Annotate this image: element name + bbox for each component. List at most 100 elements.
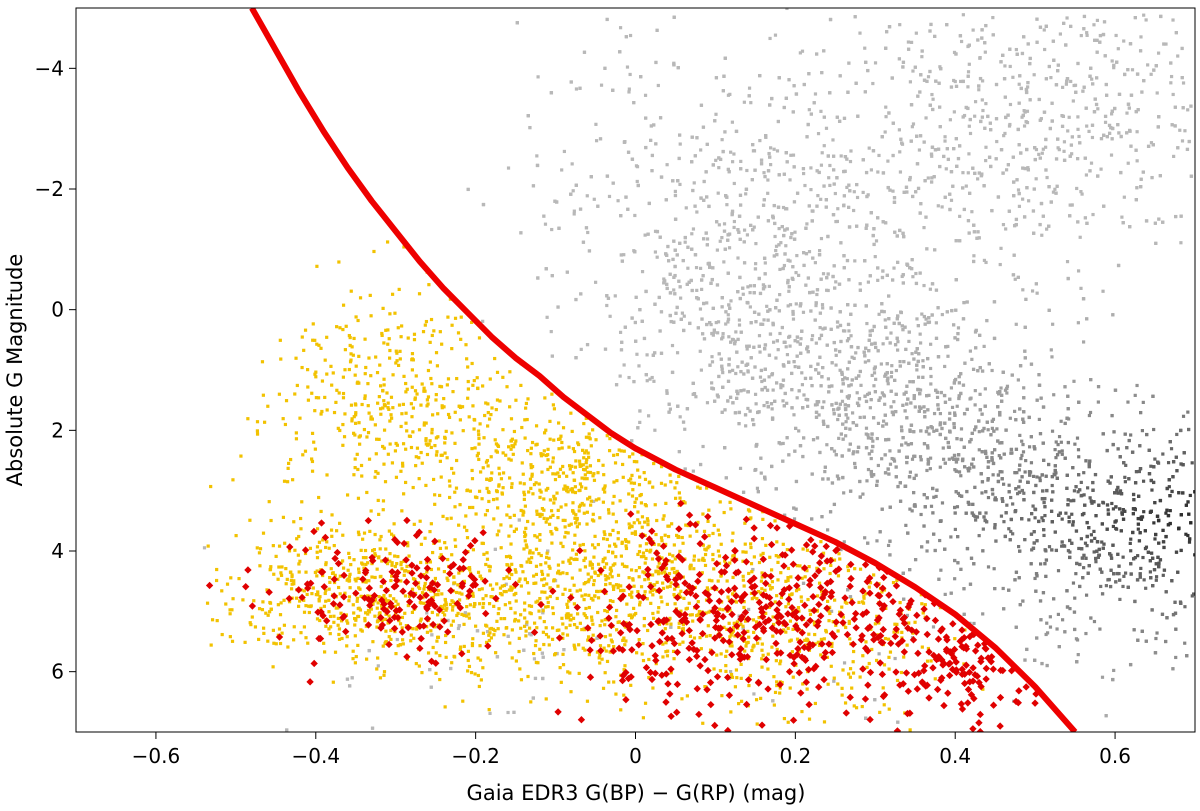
data-point <box>1075 436 1080 440</box>
data-point <box>1095 18 1100 22</box>
data-point <box>743 413 748 417</box>
data-point <box>1019 456 1023 461</box>
data-point <box>739 167 743 171</box>
data-point <box>1093 472 1098 477</box>
data-point <box>982 184 986 188</box>
data-point <box>1034 572 1039 576</box>
data-point <box>747 344 751 348</box>
data-point <box>1112 668 1116 673</box>
data-point <box>1020 115 1024 119</box>
data-point <box>940 205 944 209</box>
data-point <box>1015 178 1019 182</box>
data-point <box>664 198 668 202</box>
data-point <box>825 288 829 292</box>
data-point <box>781 459 785 463</box>
data-point <box>943 135 947 139</box>
data-point <box>1070 541 1074 545</box>
data-point <box>1042 458 1046 462</box>
data-point <box>727 357 731 361</box>
data-point <box>1013 409 1017 413</box>
data-point <box>1092 550 1096 554</box>
data-point <box>693 204 697 208</box>
data-point <box>983 404 987 408</box>
data-point <box>876 278 880 282</box>
data-point <box>930 176 934 180</box>
data-point <box>793 230 797 234</box>
data-point <box>744 187 749 191</box>
data-point <box>550 227 554 232</box>
data-point <box>1188 537 1192 541</box>
data-point <box>805 398 810 402</box>
data-point <box>1041 489 1045 493</box>
data-point <box>1026 85 1030 89</box>
data-point <box>630 157 635 161</box>
data-point <box>994 539 998 543</box>
data-point <box>807 250 812 254</box>
data-point <box>910 352 914 356</box>
data-point <box>963 361 967 365</box>
data-point <box>894 409 898 414</box>
data-point <box>901 65 905 69</box>
data-point <box>693 154 697 158</box>
data-point <box>912 430 916 434</box>
data-point <box>850 411 855 415</box>
data-point <box>803 376 808 381</box>
data-point <box>1180 76 1184 80</box>
data-point <box>714 320 718 325</box>
data-point <box>987 155 992 159</box>
data-point <box>954 490 958 494</box>
data-point <box>902 190 906 195</box>
data-point <box>1059 440 1063 444</box>
data-point <box>914 31 918 35</box>
data-point <box>639 75 643 79</box>
data-point <box>1070 203 1074 207</box>
data-point <box>1073 596 1077 600</box>
data-point <box>670 343 675 348</box>
data-point <box>1100 522 1105 526</box>
data-point <box>822 115 826 119</box>
data-point <box>846 367 850 371</box>
data-point <box>1000 477 1004 481</box>
data-point <box>1089 161 1094 165</box>
data-point <box>1144 586 1148 590</box>
data-point <box>967 62 971 66</box>
data-point <box>1098 627 1102 631</box>
data-point <box>1051 322 1055 326</box>
data-point <box>1017 82 1021 86</box>
data-point <box>1180 46 1184 51</box>
data-point <box>1072 83 1076 88</box>
data-point <box>888 553 892 557</box>
data-point <box>1032 530 1036 534</box>
data-point <box>541 655 545 659</box>
data-point <box>952 146 956 151</box>
data-point <box>778 267 782 272</box>
data-point <box>883 471 888 475</box>
data-point <box>716 191 720 195</box>
data-point <box>759 162 764 166</box>
data-point <box>876 421 881 425</box>
data-point <box>970 431 974 435</box>
data-point <box>1054 548 1059 553</box>
data-point <box>749 101 753 105</box>
data-point <box>961 115 965 119</box>
data-point <box>1021 417 1025 421</box>
data-point <box>699 368 703 372</box>
data-point <box>1148 559 1152 563</box>
data-point <box>772 254 776 258</box>
data-point <box>696 297 700 301</box>
data-point <box>1128 662 1133 667</box>
data-point <box>723 56 727 60</box>
data-point <box>810 334 815 338</box>
data-point <box>863 354 867 358</box>
data-point <box>630 439 634 443</box>
data-point <box>953 457 957 461</box>
data-point <box>763 272 767 276</box>
data-point <box>1020 51 1025 56</box>
data-point <box>1021 450 1026 454</box>
data-point <box>858 415 862 420</box>
data-point <box>1041 441 1045 445</box>
data-point <box>949 591 953 595</box>
data-point <box>973 428 977 432</box>
data-point <box>1135 186 1139 190</box>
data-point <box>1037 152 1041 156</box>
